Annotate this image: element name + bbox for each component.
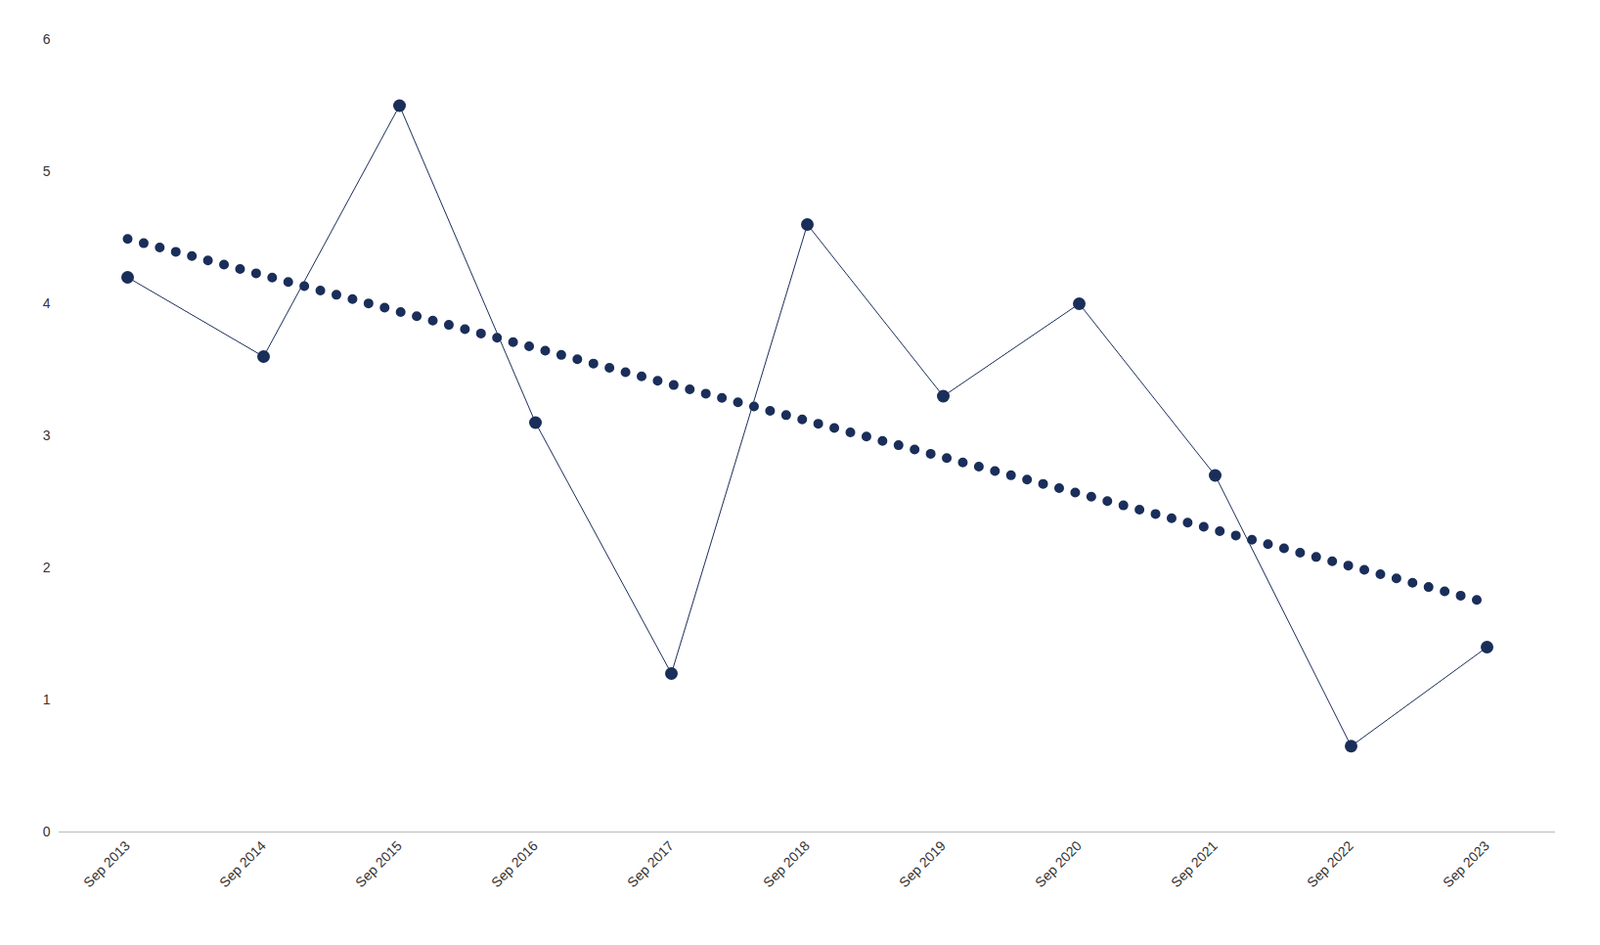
svg-text:Sep 2016: Sep 2016 (488, 837, 541, 890)
svg-text:Sep 2019: Sep 2019 (895, 837, 949, 890)
svg-text:Sep 2013: Sep 2013 (80, 837, 134, 890)
svg-text:Sep 2023: Sep 2023 (1439, 837, 1493, 890)
svg-text:0: 0 (43, 823, 51, 840)
svg-text:6: 6 (43, 31, 51, 47)
svg-text:Sep 2017: Sep 2017 (623, 837, 677, 890)
svg-text:5: 5 (43, 163, 51, 179)
svg-text:Sep 2020: Sep 2020 (1031, 837, 1085, 890)
svg-text:4: 4 (43, 295, 51, 312)
svg-text:Sep 2014: Sep 2014 (216, 837, 269, 890)
svg-text:Sep 2015: Sep 2015 (352, 837, 405, 890)
svg-text:1: 1 (43, 691, 51, 708)
svg-text:Sep 2022: Sep 2022 (1303, 837, 1357, 890)
svg-text:Sep 2018: Sep 2018 (759, 837, 813, 890)
svg-text:2: 2 (43, 559, 51, 576)
svg-text:Sep 2021: Sep 2021 (1167, 837, 1221, 890)
svg-text:3: 3 (43, 427, 51, 444)
